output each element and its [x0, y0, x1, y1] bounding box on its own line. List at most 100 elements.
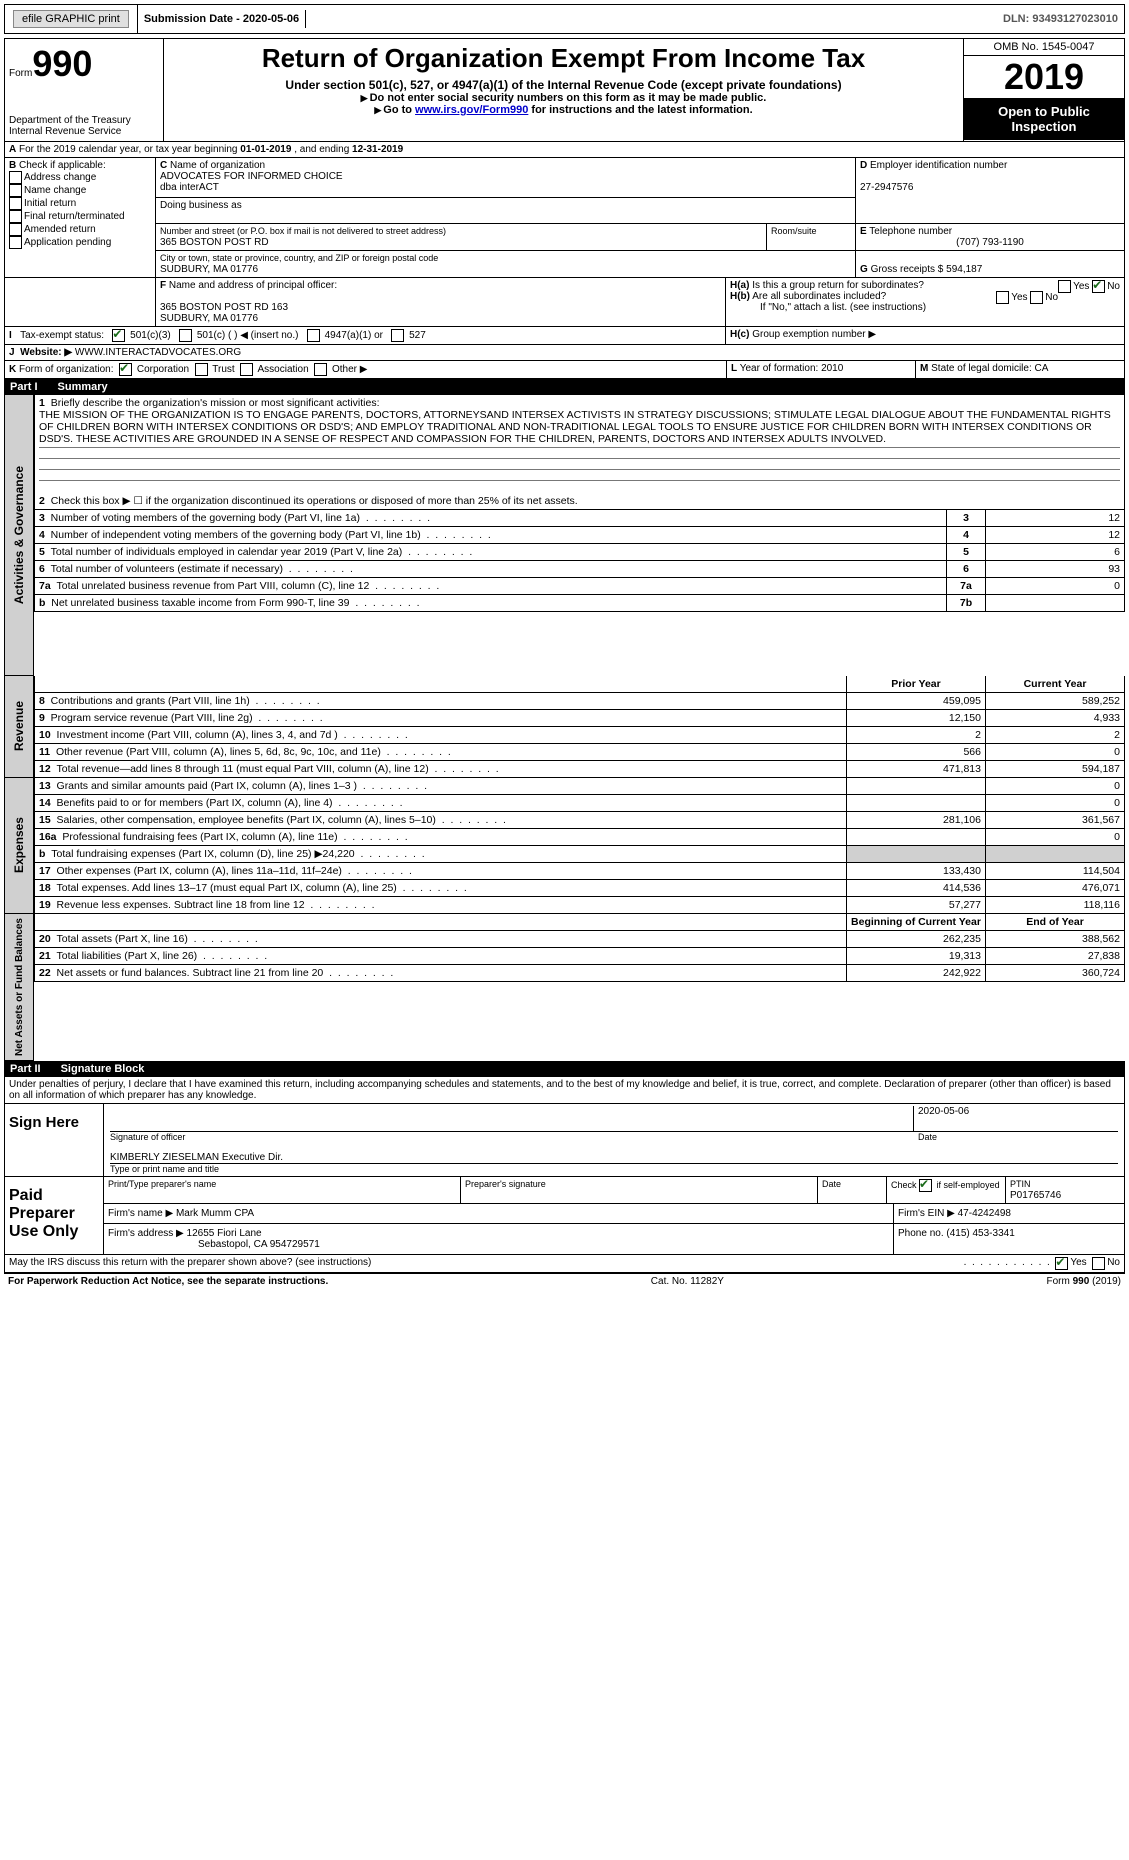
- table-row: 15 Salaries, other compensation, employe…: [35, 812, 1125, 829]
- omb-number: 1545-0047: [1042, 41, 1095, 53]
- table-row: 8 Contributions and grants (Part VIII, l…: [35, 693, 1125, 710]
- governance-table: 3 Number of voting members of the govern…: [34, 510, 1125, 612]
- hb-no[interactable]: [1030, 291, 1043, 304]
- form-org-label: Form of organization:: [19, 364, 114, 375]
- table-row: 18 Total expenses. Add lines 13–17 (must…: [35, 880, 1125, 897]
- table-row: 6 Total number of volunteers (estimate i…: [35, 561, 1125, 578]
- paid-preparer-label: Paid Preparer Use Only: [5, 1177, 103, 1254]
- yes-label: Yes: [1073, 281, 1089, 292]
- table-row: 4 Number of independent voting members o…: [35, 527, 1125, 544]
- goto-prefix: Go to: [374, 104, 415, 116]
- self-emp-label: if self-employed: [937, 1180, 1000, 1190]
- period-end: 12-31-2019: [352, 144, 403, 155]
- table-row: 12 Total revenue—add lines 8 through 11 …: [35, 761, 1125, 778]
- ha-no[interactable]: [1092, 280, 1105, 293]
- table-row: 21 Total liabilities (Part X, line 26) .…: [35, 948, 1125, 965]
- box-i-prefix: I: [9, 330, 12, 341]
- cb-name-change[interactable]: [9, 184, 22, 197]
- dept-irs: Internal Revenue Service: [9, 126, 159, 137]
- subtitle-1: Under section 501(c), 527, or 4947(a)(1)…: [168, 78, 959, 92]
- ha-yes[interactable]: [1058, 280, 1071, 293]
- form-word: Form: [9, 68, 32, 79]
- table-row: 19 Revenue less expenses. Subtract line …: [35, 897, 1125, 914]
- irs-link[interactable]: www.irs.gov/Form990: [415, 104, 528, 116]
- part-1-num: Part I: [10, 381, 58, 393]
- sig-officer-label: Signature of officer: [110, 1132, 918, 1142]
- sign-here-block: Sign Here 2020-05-06 Signature of office…: [4, 1104, 1125, 1177]
- discuss-no[interactable]: [1092, 1257, 1105, 1270]
- box-e-prefix: E: [860, 226, 867, 237]
- mission-text: THE MISSION OF THE ORGANIZATION IS TO EN…: [39, 409, 1111, 445]
- cb-assoc[interactable]: [240, 363, 253, 376]
- hb-note: If "No," attach a list. (see instruction…: [730, 302, 926, 313]
- table-row: 22 Net assets or fund balances. Subtract…: [35, 965, 1125, 982]
- ha-text: Is this a group return for subordinates?: [752, 280, 924, 291]
- part-2-title: Signature Block: [61, 1063, 145, 1075]
- table-row: 11 Other revenue (Part VIII, column (A),…: [35, 744, 1125, 761]
- prep-name-label: Print/Type preparer's name: [108, 1179, 216, 1189]
- table-row: 16a Professional fundraising fees (Part …: [35, 829, 1125, 846]
- table-row: 13 Grants and similar amounts paid (Part…: [35, 778, 1125, 795]
- firm-phone-label: Phone no.: [898, 1228, 946, 1239]
- cb-label-1: Name change: [24, 185, 86, 196]
- submission-label: Submission Date -: [144, 13, 243, 25]
- cb-trust[interactable]: [195, 363, 208, 376]
- hc-text: Group exemption number ▶: [752, 329, 876, 340]
- dln-label: DLN:: [1003, 13, 1032, 25]
- dept-treasury: Department of the Treasury: [9, 115, 159, 126]
- opt-4947: 4947(a)(1) or: [325, 330, 383, 341]
- cb-501c[interactable]: [179, 329, 192, 342]
- entity-info-block: B Check if applicable: Address change Na…: [4, 158, 1125, 278]
- goto-suffix: for instructions and the latest informat…: [528, 104, 752, 116]
- period-b: , and ending: [291, 144, 352, 155]
- subtitle-2: Do not enter social security numbers on …: [168, 92, 959, 104]
- discuss-yes[interactable]: [1055, 1257, 1068, 1270]
- cb-other[interactable]: [314, 363, 327, 376]
- cb-initial-return[interactable]: [9, 197, 22, 210]
- submission-date: 2020-05-06: [243, 13, 299, 25]
- firm-addr1: 12655 Fiori Lane: [187, 1228, 262, 1239]
- cb-final-return[interactable]: [9, 210, 22, 223]
- box-j-prefix: J: [9, 347, 15, 358]
- cb-4947[interactable]: [307, 329, 320, 342]
- firm-ein: 47-4242498: [958, 1208, 1011, 1219]
- dba-label: Doing business as: [160, 200, 242, 211]
- cb-amended[interactable]: [9, 223, 22, 236]
- page-footer: For Paperwork Reduction Act Notice, see …: [4, 1273, 1125, 1289]
- cb-527[interactable]: [391, 329, 404, 342]
- org-dba: dba interACT: [160, 182, 219, 193]
- cb-corp[interactable]: [119, 363, 132, 376]
- cb-address-change[interactable]: [9, 171, 22, 184]
- phone-label: Telephone number: [869, 226, 952, 237]
- open-public: Open to Public Inspection: [964, 98, 1124, 140]
- top-bar: efile GRAPHIC print Submission Date - 20…: [4, 4, 1125, 34]
- l1-label: Briefly describe the organization's miss…: [51, 397, 380, 409]
- firm-name-label: Firm's name ▶: [108, 1208, 176, 1219]
- cb-app-pending[interactable]: [9, 236, 22, 249]
- city-value: SUDBURY, MA 01776: [160, 264, 258, 275]
- sig-date-val: 2020-05-06: [918, 1106, 969, 1117]
- opt-501c: 501(c) ( ) ◀ (insert no.): [197, 330, 299, 341]
- officer-name: KIMBERLY ZIESELMAN Executive Dir.: [110, 1142, 1118, 1164]
- cb-self-employed[interactable]: [919, 1179, 932, 1192]
- period-a: For the 2019 calendar year, or tax year …: [19, 144, 240, 155]
- part-2-num: Part II: [10, 1063, 61, 1075]
- discuss-no-label: No: [1107, 1257, 1120, 1270]
- part-1-header: Part I Summary: [4, 379, 1125, 395]
- yes-label-2: Yes: [1011, 292, 1027, 303]
- hb-yes[interactable]: [996, 291, 1009, 304]
- ptin-value: P01765746: [1010, 1190, 1061, 1201]
- box-c-prefix: C: [160, 160, 167, 171]
- prep-date-label: Date: [822, 1179, 841, 1189]
- hb-prefix: H(b): [730, 291, 750, 302]
- tax-year: 2019: [964, 56, 1124, 98]
- cb-501c3[interactable]: [112, 329, 125, 342]
- firm-ein-label: Firm's EIN ▶: [898, 1208, 958, 1219]
- table-row: b Total fundraising expenses (Part IX, c…: [35, 846, 1125, 863]
- check-label: Check: [891, 1180, 917, 1190]
- sig-date-label: Date: [918, 1132, 1118, 1142]
- cb-label-4: Amended return: [24, 224, 96, 235]
- officer-label: Name and address of principal officer:: [169, 280, 337, 291]
- efile-print-button[interactable]: efile GRAPHIC print: [13, 10, 129, 28]
- opt-trust: Trust: [212, 364, 234, 375]
